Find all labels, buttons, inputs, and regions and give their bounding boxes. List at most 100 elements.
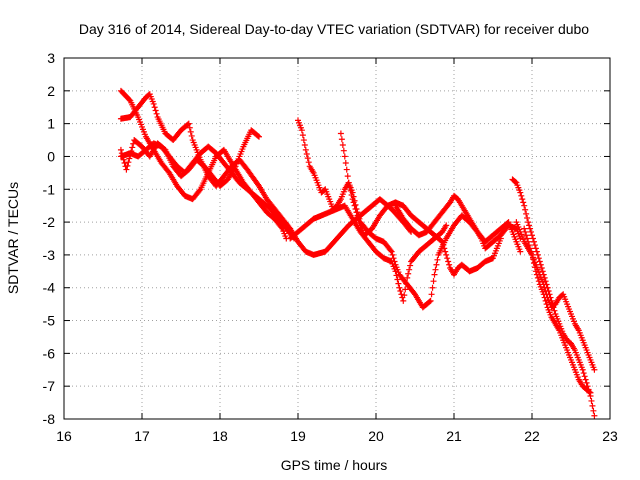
data-point	[397, 288, 404, 295]
y-tick-label: 1	[47, 116, 55, 132]
data-point	[526, 222, 533, 229]
data-point	[532, 268, 539, 275]
data-point	[591, 412, 598, 419]
data-point	[434, 256, 441, 263]
data-point	[196, 187, 203, 194]
data-point	[589, 402, 596, 409]
data-point	[344, 173, 351, 180]
data-point	[590, 407, 597, 414]
data-point	[528, 248, 535, 255]
data-point	[432, 266, 439, 273]
data-point	[443, 222, 450, 229]
data-point	[298, 127, 305, 134]
data-point	[401, 292, 408, 299]
data-point	[255, 132, 262, 139]
data-point	[538, 265, 545, 272]
series-track-11	[521, 225, 594, 396]
data-point	[535, 278, 542, 285]
data-point	[301, 141, 308, 148]
data-point	[125, 159, 132, 166]
y-tick-label: -8	[43, 411, 56, 427]
data-point	[541, 294, 548, 301]
data-point	[343, 166, 350, 173]
y-tick-labels: -8 -7 -6 -5 -4 -3 -2 -1 0 1 2 3	[43, 50, 56, 427]
data-point	[551, 307, 558, 314]
data-point	[186, 124, 193, 131]
data-point	[255, 181, 262, 188]
data-point	[586, 388, 593, 395]
data-point	[524, 235, 531, 242]
data-point	[400, 297, 407, 304]
data-point	[347, 187, 354, 194]
data-point	[396, 284, 403, 291]
data-point	[123, 166, 130, 173]
data-point	[524, 214, 531, 221]
data-point	[304, 155, 311, 162]
data-point	[348, 192, 355, 199]
data-point	[150, 100, 157, 107]
data-point	[355, 215, 362, 222]
data-point	[528, 228, 535, 235]
y-axis-label: SDTVAR / TECUs	[5, 182, 21, 294]
data-point	[303, 150, 310, 157]
data-point	[151, 104, 158, 111]
data-point	[543, 301, 550, 308]
y-tick-label: -1	[43, 181, 56, 197]
data-point	[443, 251, 450, 258]
data-point	[342, 160, 349, 167]
data-point	[536, 258, 543, 265]
data-point	[185, 120, 192, 127]
data-point	[338, 136, 345, 143]
data-point	[349, 196, 356, 203]
data-point	[527, 225, 534, 232]
data-point	[439, 238, 446, 245]
data-point	[407, 262, 414, 269]
data-point	[341, 153, 348, 160]
data-point	[405, 270, 412, 277]
y-tick-label: -6	[43, 345, 56, 361]
x-axis-label: GPS time / hours	[281, 457, 388, 473]
data-point	[126, 96, 133, 103]
x-tick-label: 16	[56, 428, 72, 444]
x-tick-label: 22	[524, 428, 540, 444]
data-point	[518, 192, 525, 199]
data-point	[529, 232, 535, 239]
data-point	[587, 389, 594, 396]
data-point	[152, 107, 159, 114]
y-tick-label: -7	[43, 378, 56, 394]
data-point	[346, 183, 353, 190]
data-point	[187, 128, 194, 135]
y-tick-label: 2	[47, 83, 55, 99]
data-point	[392, 268, 399, 275]
data-point	[398, 291, 405, 298]
data-point	[522, 228, 529, 235]
data-point	[300, 137, 307, 144]
data-point	[339, 141, 346, 148]
data-point	[521, 202, 528, 209]
data-point	[431, 271, 438, 278]
x-tick-labels: 16 17 18 19 20 21 22 23	[56, 428, 618, 444]
data-series	[117, 87, 598, 419]
data-point	[581, 373, 588, 380]
data-point	[354, 212, 361, 219]
data-point	[580, 370, 587, 377]
data-point	[531, 242, 538, 249]
data-point	[438, 237, 445, 244]
series-track-7	[337, 130, 504, 278]
x-tick-label: 20	[368, 428, 384, 444]
data-point	[529, 251, 535, 258]
data-point	[353, 209, 360, 216]
series-track-4	[117, 140, 298, 242]
data-point	[446, 261, 453, 268]
data-point	[430, 278, 437, 285]
data-point	[350, 199, 357, 206]
data-point	[404, 274, 411, 281]
data-point	[517, 189, 524, 196]
data-point	[441, 245, 448, 252]
x-tick-label: 18	[212, 428, 228, 444]
data-point	[542, 297, 549, 304]
data-point	[591, 366, 598, 373]
data-point	[579, 366, 586, 373]
data-point	[129, 144, 136, 151]
data-point	[428, 291, 435, 298]
